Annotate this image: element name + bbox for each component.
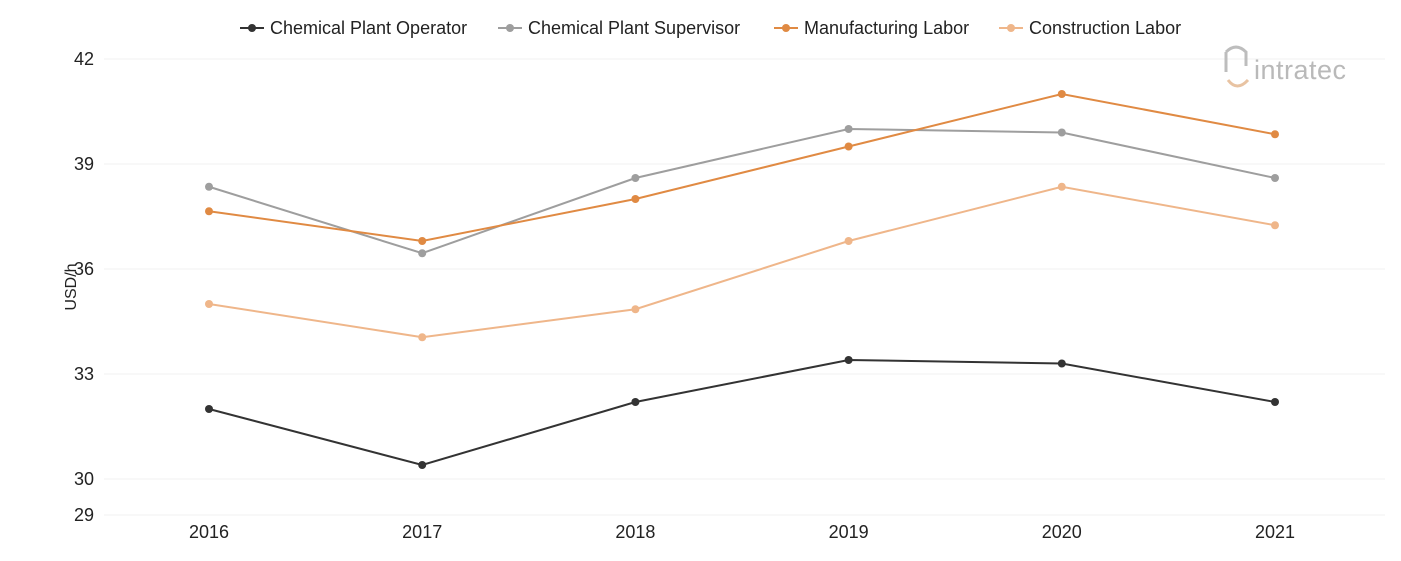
data-point — [1057, 182, 1066, 191]
y-tick-label: 29 — [74, 505, 94, 525]
x-tick-label: 2020 — [1042, 522, 1082, 542]
data-point — [205, 207, 213, 216]
data-point — [1057, 359, 1066, 368]
series-line — [208, 92, 1276, 243]
legend-item[interactable]: Chemical Plant Operator — [240, 14, 467, 42]
data-point — [844, 356, 853, 364]
data-point — [631, 398, 640, 406]
series-line — [208, 358, 1276, 467]
intratec-logo: intratec — [1222, 44, 1347, 96]
intratec-logo-icon — [1224, 45, 1250, 88]
y-tick-label: 33 — [74, 364, 94, 384]
series-line — [208, 185, 1276, 339]
data-point — [631, 195, 640, 203]
legend: Chemical Plant Operator Chemical Plant Su… — [0, 14, 1401, 44]
data-point — [1271, 221, 1279, 230]
data-point — [1271, 130, 1279, 139]
data-point — [1271, 398, 1279, 406]
legend-label: Construction Labor — [1029, 17, 1182, 38]
series-lines — [205, 90, 1279, 469]
legend-item[interactable]: Construction Labor — [999, 14, 1181, 42]
x-tick-label: 2019 — [829, 522, 869, 542]
legend-label: Chemical Plant Supervisor — [528, 17, 741, 38]
data-point — [418, 249, 427, 258]
data-point — [844, 142, 853, 151]
data-point — [1271, 174, 1279, 182]
data-point — [1057, 128, 1066, 137]
data-point — [205, 300, 213, 308]
x-tick-label: 2017 — [402, 522, 442, 542]
data-point — [844, 125, 853, 133]
data-point — [418, 237, 427, 245]
y-tick-label: 42 — [74, 49, 94, 69]
legend-item[interactable]: Manufacturing Labor — [774, 14, 969, 42]
legend-swatch-icon — [774, 24, 798, 32]
data-point — [205, 182, 213, 191]
legend-label: Chemical Plant Operator — [270, 17, 468, 38]
legend-swatch-icon — [999, 24, 1023, 32]
y-tick-label: 36 — [74, 259, 94, 279]
data-point — [631, 305, 640, 314]
legend-swatch-icon — [240, 24, 264, 32]
legend-swatch-icon — [498, 24, 522, 32]
x-tick-label: 2021 — [1255, 522, 1295, 542]
x-axis: 2016 2017 2018 2019 2020 2021 — [189, 522, 1295, 542]
data-point — [844, 237, 853, 245]
y-axis: 29 30 33 36 39 42 — [74, 49, 94, 525]
data-point — [1057, 90, 1066, 98]
data-point — [418, 461, 427, 469]
legend-label: Manufacturing Labor — [804, 17, 970, 38]
x-tick-label: 2018 — [615, 522, 655, 542]
series-line — [208, 127, 1276, 255]
grid-lines — [104, 58, 1385, 516]
y-tick-label: 30 — [74, 469, 94, 489]
y-axis-label: USD/h — [63, 263, 80, 310]
logo-text: intratec — [1254, 54, 1347, 85]
data-point — [418, 333, 427, 342]
data-point — [205, 405, 213, 413]
x-tick-label: 2016 — [189, 522, 229, 542]
data-point — [631, 174, 640, 182]
y-tick-label: 39 — [74, 154, 94, 174]
legend-item[interactable]: Chemical Plant Supervisor — [498, 14, 740, 42]
